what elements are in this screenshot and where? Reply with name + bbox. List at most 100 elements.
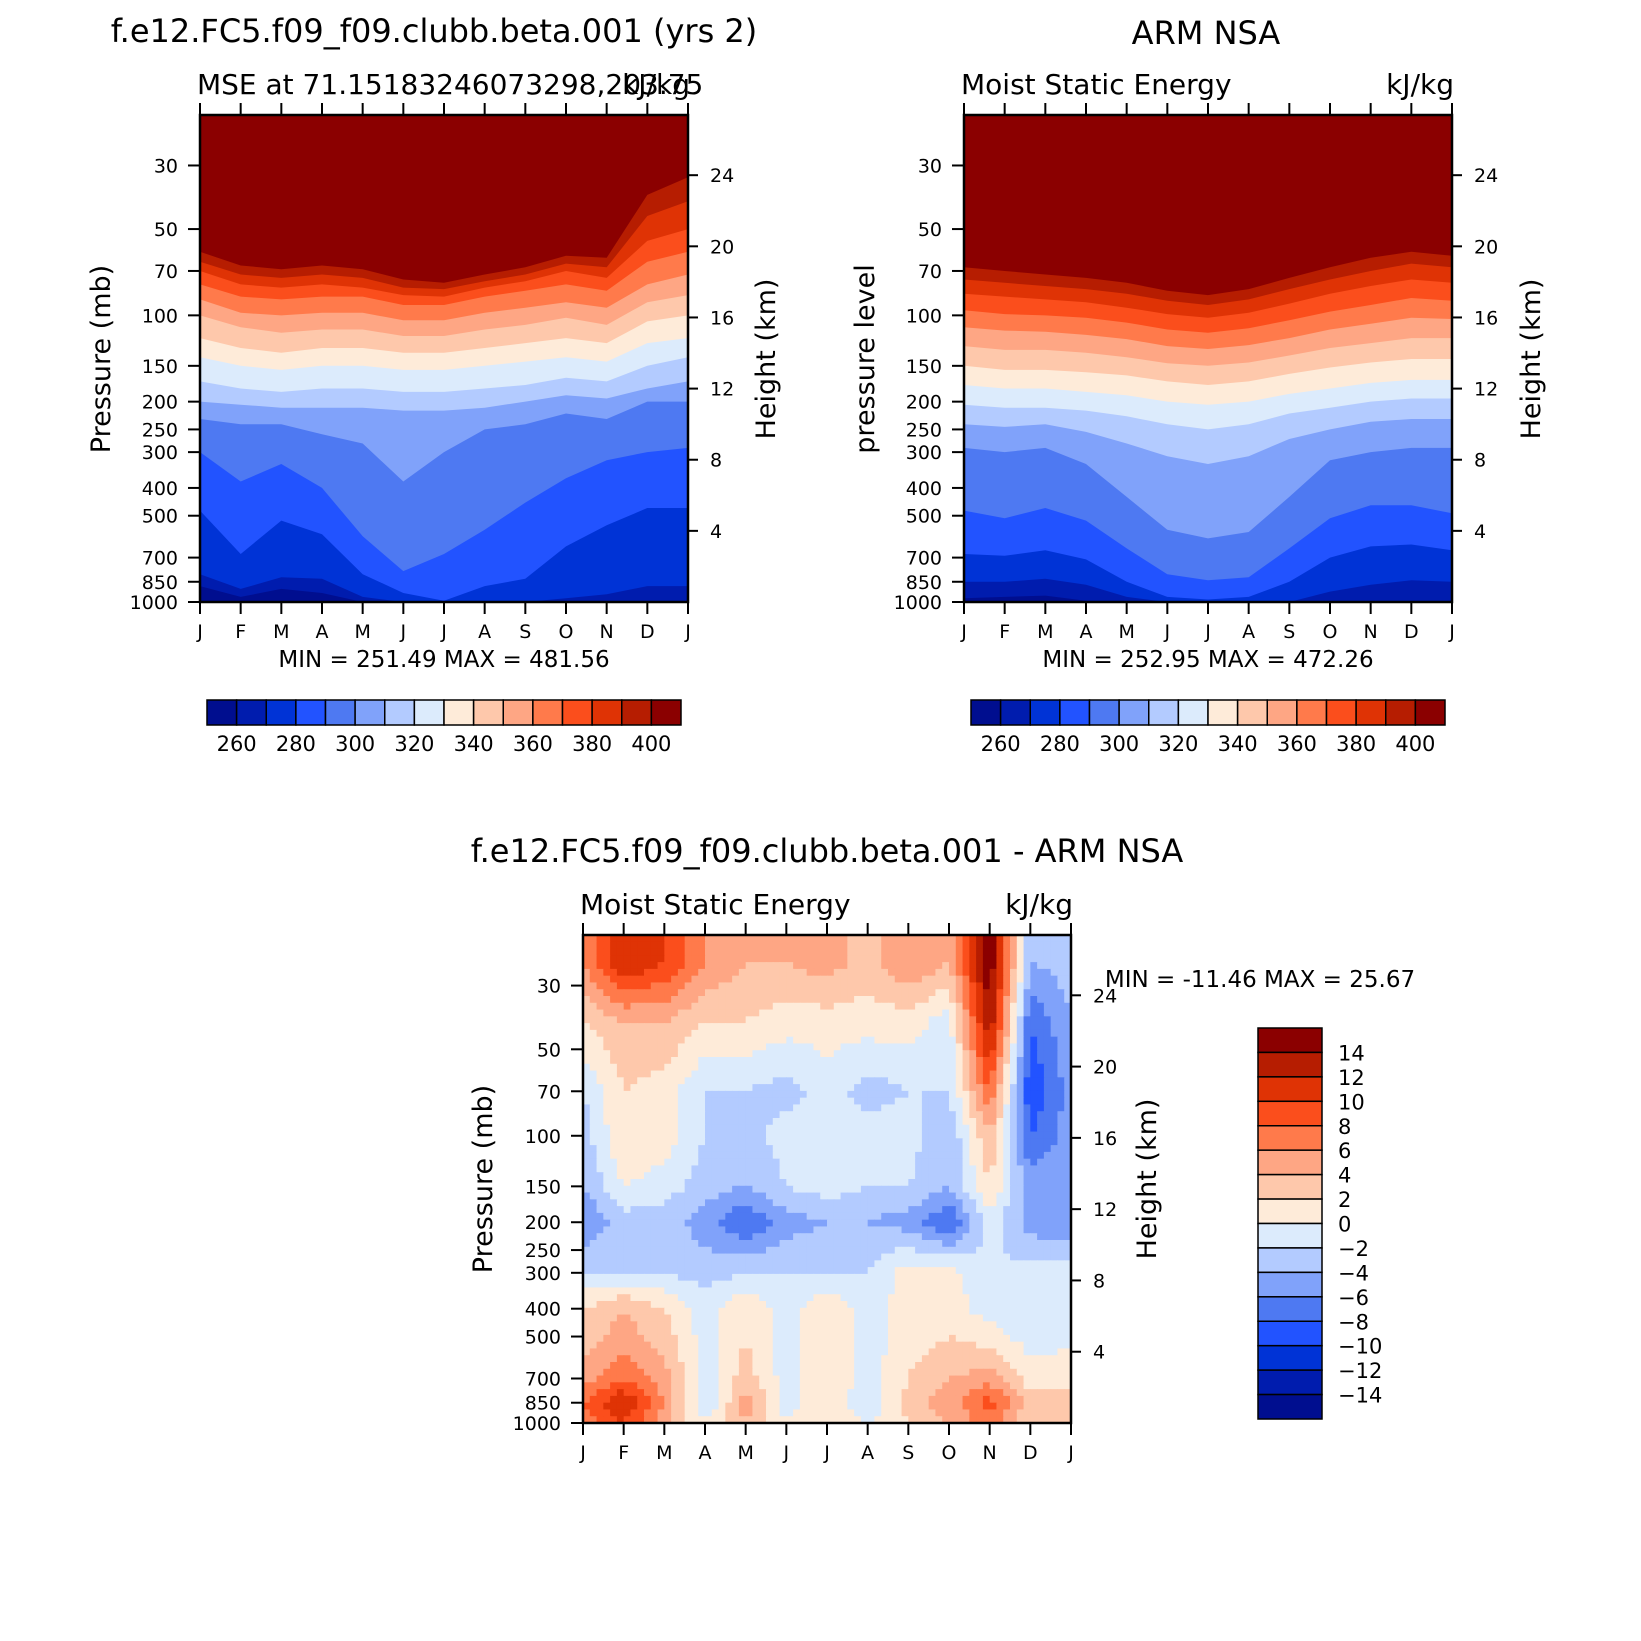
contour-cell <box>657 1328 665 1336</box>
contour-cell <box>1016 1185 1025 1194</box>
contour-cell <box>915 1219 923 1228</box>
contour-cell <box>1057 1118 1065 1126</box>
contour-cell <box>779 1009 787 1017</box>
contour-cell <box>935 1131 943 1139</box>
contour-cell <box>650 1179 659 1187</box>
contour-cell <box>718 1118 726 1126</box>
contour-cell <box>698 1151 706 1160</box>
contour-cell <box>766 1158 774 1167</box>
contour-cell <box>1050 1172 1059 1180</box>
contour-cell <box>1016 1355 1025 1363</box>
contour-cell <box>616 1267 625 1275</box>
contour-cell <box>745 975 754 984</box>
contour-cell <box>1030 1036 1038 1045</box>
contour-cell <box>752 955 760 963</box>
contour-cell <box>616 1118 625 1126</box>
contour-cell <box>860 1294 869 1302</box>
contour-cell <box>833 1253 842 1261</box>
contour-cell <box>942 1368 950 1377</box>
contour-cell <box>1057 975 1065 984</box>
contour-cell <box>711 1280 720 1289</box>
contour-cell <box>650 1104 659 1112</box>
contour-cell <box>982 1070 991 1078</box>
contour-cell <box>644 948 652 956</box>
contour-cell <box>1010 1212 1018 1221</box>
contour-cell <box>942 1002 950 1011</box>
contour-cell <box>610 1016 618 1024</box>
pressure-tick-label: 150 <box>142 356 178 378</box>
contour-cell <box>1023 1077 1031 1085</box>
contour-cell <box>738 1334 747 1343</box>
contour-cell <box>630 1084 638 1092</box>
contour-cell <box>596 962 604 970</box>
contour-cell <box>894 968 903 977</box>
contour-cell <box>976 1192 984 1200</box>
contour-cell <box>772 1307 781 1316</box>
contour-cell <box>596 1185 604 1194</box>
contour-cell <box>813 1165 821 1173</box>
contour-cell <box>664 1063 672 1072</box>
contour-cell <box>921 1158 930 1167</box>
contour-cell <box>874 1334 882 1343</box>
contour-cell <box>589 968 598 977</box>
contour-cell <box>881 1158 889 1167</box>
contour-cell <box>1050 1206 1059 1214</box>
contour-cell <box>942 1307 950 1316</box>
contour-cell <box>630 996 638 1004</box>
contour-cell <box>962 1233 970 1241</box>
contour-cell <box>908 1063 916 1072</box>
contour-cell <box>759 1036 767 1045</box>
contour-cell <box>949 1206 957 1214</box>
contour-cell <box>874 1131 882 1139</box>
contour-cell <box>786 1158 794 1167</box>
contour-cell <box>928 1253 937 1261</box>
contour-cell <box>813 1084 821 1092</box>
contour-cell <box>874 1084 882 1092</box>
contour-cell <box>1064 1124 1072 1133</box>
contour-cell <box>1037 1240 1045 1248</box>
contour-cell <box>874 1287 882 1295</box>
contour-cell <box>827 1090 835 1099</box>
contour-cell <box>1023 1185 1031 1194</box>
contour-cell <box>1016 1104 1025 1112</box>
contour-cell <box>711 1233 720 1241</box>
contour-cell <box>874 1328 882 1336</box>
pressure-tick-label: 1000 <box>130 592 178 614</box>
contour-cell <box>860 1138 869 1146</box>
contour-cell <box>1016 1273 1025 1282</box>
contour-cell <box>786 1179 794 1187</box>
contour-cell <box>921 1280 930 1289</box>
contour-cell <box>996 1334 1004 1343</box>
contour-cell <box>982 955 991 963</box>
contour-cell <box>813 935 821 943</box>
contour-cell <box>1023 1131 1031 1139</box>
contour-cell <box>1016 1002 1025 1011</box>
contour-cell <box>976 1307 984 1316</box>
contour-cell <box>745 1151 754 1160</box>
contour-cell <box>1023 1002 1031 1011</box>
contour-cell <box>630 1260 638 1268</box>
contour-cell <box>732 1165 740 1173</box>
contour-cell <box>840 1240 848 1248</box>
pressure-tick-label: 850 <box>142 572 178 594</box>
contour-cell <box>603 968 611 977</box>
contour-cell <box>745 1375 754 1383</box>
contour-cell <box>908 1334 916 1343</box>
contour-cell <box>657 1307 665 1316</box>
contour-cell <box>996 955 1004 963</box>
contour-cell <box>962 1348 970 1356</box>
contour-cell <box>921 1118 930 1126</box>
contour-cell <box>610 1206 618 1214</box>
contour-cell <box>955 1009 964 1017</box>
contour-cell <box>969 1158 977 1167</box>
contour-cell <box>657 1375 665 1383</box>
contour-cell <box>833 1233 842 1241</box>
contour-cell <box>752 1219 760 1228</box>
contour-cell <box>955 1104 964 1112</box>
contour-cell <box>610 1307 618 1316</box>
contour-cell <box>671 1192 679 1200</box>
contour-cell <box>779 1070 787 1078</box>
contour-cell <box>671 1328 679 1336</box>
contour-cell <box>847 1368 855 1377</box>
contour-cell <box>860 1321 869 1329</box>
